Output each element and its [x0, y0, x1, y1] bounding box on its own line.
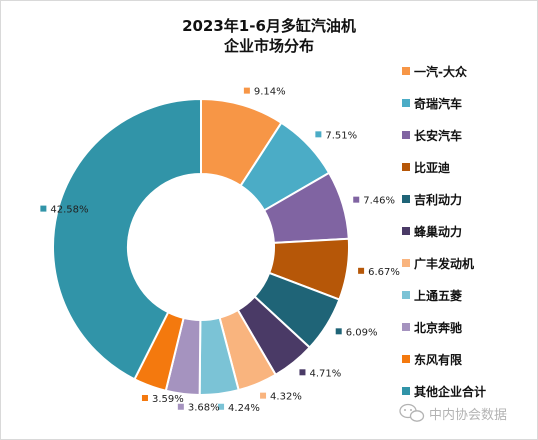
- data-label-5: 4.71%: [299, 368, 341, 379]
- legend-swatch: [402, 323, 410, 331]
- legend-label: 上通五菱: [414, 288, 462, 303]
- watermark-text: 中内协会数据: [429, 407, 507, 423]
- data-label-text: 42.58%: [50, 205, 88, 216]
- legend-item-0: 一汽-大众: [402, 64, 468, 79]
- legend-swatch: [402, 355, 410, 363]
- data-label-text: 7.46%: [363, 196, 395, 207]
- legend-item-10: 其他企业合计: [402, 384, 486, 399]
- data-label-marker: [40, 205, 47, 212]
- legend-label: 蜂巢动力: [414, 224, 462, 239]
- data-label-marker: [260, 392, 267, 399]
- data-label-text: 9.14%: [254, 87, 286, 98]
- data-label-marker: [177, 403, 184, 410]
- legend-item-5: 蜂巢动力: [402, 224, 462, 239]
- data-label-10: 42.58%: [40, 205, 89, 216]
- data-label-marker: [299, 369, 306, 376]
- legend-label: 一汽-大众: [414, 64, 468, 79]
- legend: 一汽-大众奇瑞汽车长安汽车比亚迪吉利动力蜂巢动力广丰发动机上通五菱北京奔驰东风有…: [402, 64, 486, 399]
- data-label-text: 4.71%: [309, 368, 341, 379]
- data-label-3: 6.67%: [358, 267, 400, 278]
- legend-label: 吉利动力: [414, 192, 462, 207]
- legend-label: 广丰发动机: [414, 256, 474, 271]
- donut-slices: [52, 97, 350, 397]
- data-label-marker: [335, 328, 342, 335]
- data-labels: 9.14% 7.51% 7.46% 6.67% 6.09% 4.71% 4.32% 4.24%…: [40, 87, 400, 414]
- data-label-text: 6.09%: [346, 327, 378, 338]
- data-label-9: 3.59%: [141, 394, 184, 405]
- legend-label: 长安汽车: [414, 128, 462, 143]
- chart-title-line-1: 2023年1-6月多缸汽油机: [182, 17, 356, 35]
- data-label-marker: [243, 87, 250, 94]
- legend-item-9: 东风有限: [402, 352, 462, 367]
- data-label-6: 4.32%: [260, 392, 302, 403]
- legend-label: 其他企业合计: [414, 384, 486, 399]
- data-label-text: 3.68%: [188, 403, 220, 414]
- legend-label: 奇瑞汽车: [414, 96, 462, 111]
- watermark: 中内协会数据: [393, 401, 519, 427]
- legend-item-3: 比亚迪: [402, 160, 450, 175]
- legend-swatch: [402, 227, 410, 235]
- legend-label: 东风有限: [414, 352, 462, 367]
- data-label-marker: [353, 196, 360, 203]
- legend-swatch: [402, 387, 410, 395]
- legend-item-8: 北京奔驰: [402, 320, 462, 335]
- data-label-marker: [315, 131, 322, 138]
- data-label-text: 4.24%: [228, 403, 260, 414]
- data-label-4: 6.09%: [335, 327, 378, 338]
- legend-item-1: 奇瑞汽车: [402, 96, 462, 111]
- data-label-7: 4.24%: [218, 403, 260, 414]
- data-label-8: 3.68%: [177, 403, 220, 414]
- legend-swatch: [402, 163, 410, 171]
- data-label-text: 7.51%: [325, 130, 357, 141]
- data-label-text: 3.59%: [152, 394, 184, 405]
- legend-swatch: [402, 131, 410, 139]
- wechat-icon: [399, 403, 425, 422]
- legend-swatch: [402, 259, 410, 267]
- legend-item-6: 广丰发动机: [402, 256, 474, 271]
- slice-10: [52, 97, 202, 381]
- legend-label: 比亚迪: [414, 160, 450, 175]
- data-label-marker: [358, 267, 365, 274]
- data-label-text: 6.67%: [368, 267, 400, 278]
- data-label-marker: [218, 403, 225, 410]
- legend-item-2: 长安汽车: [402, 128, 462, 143]
- legend-swatch: [402, 67, 410, 75]
- legend-swatch: [402, 291, 410, 299]
- legend-item-4: 吉利动力: [402, 192, 462, 207]
- data-label-text: 4.32%: [270, 392, 302, 403]
- legend-label: 北京奔驰: [414, 320, 462, 335]
- legend-swatch: [402, 99, 410, 107]
- data-label-0: 9.14%: [243, 87, 286, 98]
- data-label-marker: [141, 395, 148, 402]
- legend-item-7: 上通五菱: [402, 288, 462, 303]
- legend-swatch: [402, 195, 410, 203]
- data-label-2: 7.46%: [353, 196, 395, 207]
- data-label-1: 7.51%: [315, 130, 357, 141]
- chart-title-line-2: 企业市场分布: [223, 37, 314, 55]
- chart-title: 2023年1-6月多缸汽油机 企业市场分布: [182, 17, 356, 55]
